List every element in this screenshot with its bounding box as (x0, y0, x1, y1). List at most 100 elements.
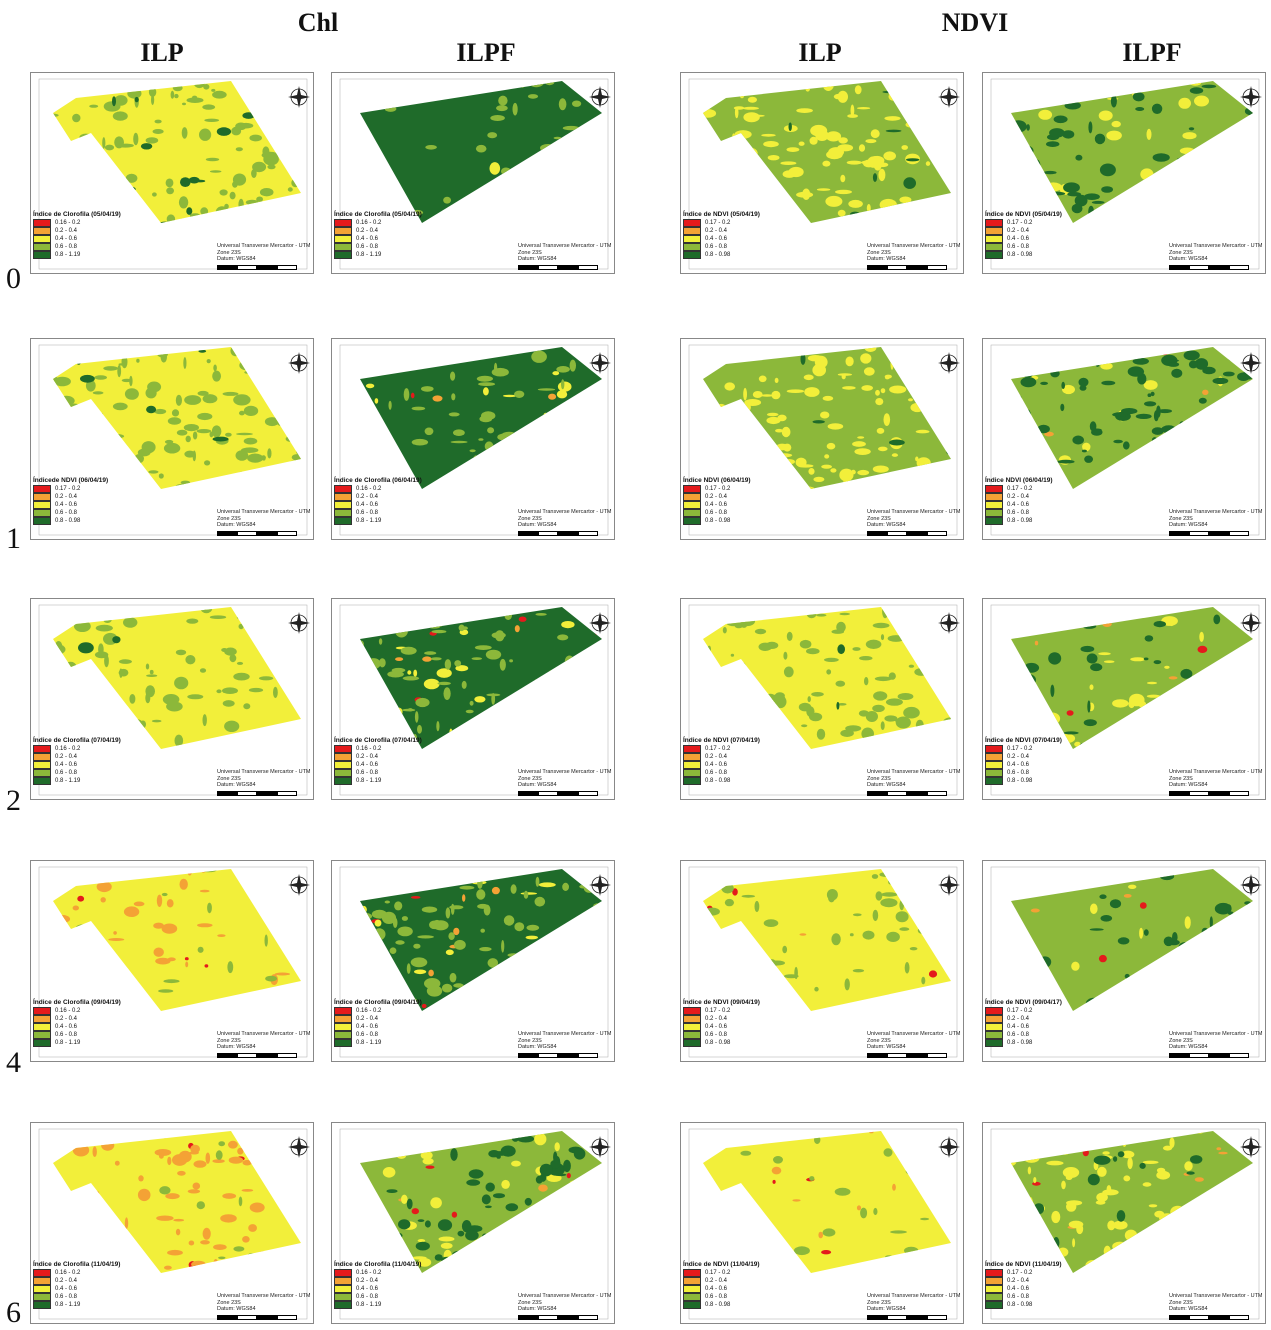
legend-item: 0.8 - 1.19 (33, 1301, 120, 1309)
legend-swatch (33, 493, 51, 501)
legend-swatch (334, 493, 352, 501)
legend-item: 0.17 - 0.2 (33, 485, 108, 493)
projection-line: Universal Transverse Mercartor - UTM (1169, 243, 1263, 249)
legend-item: 0.2 - 0.4 (683, 753, 760, 761)
legend-label: 0.8 - 0.98 (1007, 778, 1033, 784)
projection-line: Datum: WGS84 (867, 1306, 906, 1312)
header-chl-ilpf: ILPF (456, 38, 516, 67)
legend-swatch (334, 485, 352, 493)
legend-label: 0.4 - 0.6 (705, 762, 728, 768)
field-map (990, 1128, 1262, 1320)
legend-item: 0.4 - 0.6 (334, 501, 422, 509)
map-legend: Índice de Clorofila (11/04/19) 0.16 - 0.2… (33, 1261, 120, 1309)
legend-swatch (683, 1023, 701, 1031)
legend-label: 0.4 - 0.6 (705, 1024, 728, 1030)
projection-line: Datum: WGS84 (217, 1306, 256, 1312)
scale-bar (867, 791, 947, 796)
map-panel: Índice de Clorofila (09/04/19) 0.16 - 0.2… (331, 860, 615, 1062)
row-label: 1 (6, 522, 21, 555)
map-panel: Índice de Clorofila (07/04/19) 0.16 - 0.2… (331, 598, 615, 800)
legend-swatch (683, 1039, 701, 1047)
legend-item: 0.8 - 0.98 (33, 517, 108, 525)
legend-swatch (985, 235, 1003, 243)
legend-title: Índice NDVI (06/04/19) (683, 477, 751, 484)
legend-swatch (985, 509, 1003, 517)
legend-swatch (334, 1039, 352, 1047)
legend-swatch (985, 227, 1003, 235)
legend-item: 0.8 - 0.98 (985, 517, 1053, 525)
scale-bar (518, 791, 598, 796)
legend-swatch (33, 1015, 51, 1023)
legend-label: 0.6 - 0.8 (705, 244, 728, 250)
legend-item: 0.4 - 0.6 (683, 501, 751, 509)
legend-label: 0.4 - 0.6 (55, 1024, 78, 1030)
projection-line: Datum: WGS84 (518, 1306, 557, 1312)
projection-line: Zone 23S (1169, 1037, 1193, 1044)
legend-label: 0.6 - 0.8 (356, 1294, 379, 1300)
compass-icon (938, 86, 960, 108)
legend-swatch (334, 243, 352, 251)
row-label: 6 (6, 1296, 21, 1329)
projection-line: Datum: WGS84 (1169, 522, 1208, 528)
legend-label: 0.2 - 0.4 (55, 754, 78, 760)
legend-item: 0.6 - 0.8 (33, 1031, 121, 1039)
scale-bar (1169, 1315, 1249, 1320)
legend-item: 0.6 - 0.8 (683, 243, 760, 251)
legend-label: 0.17 - 0.2 (1007, 220, 1033, 226)
projection-line: Datum: WGS84 (867, 256, 906, 262)
legend-swatch (985, 243, 1003, 251)
legend-item: 0.8 - 1.19 (334, 777, 422, 785)
legend-item: 0.6 - 0.8 (33, 509, 108, 517)
field-map (688, 1128, 960, 1320)
projection-line: Zone 23S (217, 1037, 241, 1044)
row-label: 2 (6, 784, 21, 817)
legend-title: Índice de NDVI (07/04/19) (683, 737, 760, 744)
legend-item: 0.2 - 0.4 (334, 493, 422, 501)
legend-swatch (33, 1269, 51, 1277)
legend-swatch (334, 1023, 352, 1031)
legend-label: 0.2 - 0.4 (705, 1016, 728, 1022)
legend-swatch (985, 1039, 1003, 1047)
compass-icon (938, 874, 960, 896)
legend-item: 0.16 - 0.2 (334, 485, 422, 493)
projection-line: Datum: WGS84 (518, 522, 557, 528)
legend-swatch (334, 251, 352, 259)
projection-line: Zone 23S (518, 775, 542, 782)
legend-swatch (33, 1039, 51, 1047)
legend-label: 0.17 - 0.2 (705, 220, 731, 226)
legend-label: 0.16 - 0.2 (356, 220, 382, 226)
legend-item: 0.8 - 1.19 (334, 1301, 421, 1309)
legend-label: 0.4 - 0.6 (1007, 762, 1030, 768)
legend-swatch (683, 769, 701, 777)
legend-title: Índice de NDVI (07/04/19) (985, 737, 1062, 744)
legend-item: 0.6 - 0.8 (985, 509, 1053, 517)
legend-swatch (334, 1301, 352, 1309)
projection-info: Universal Transverse Mercartor - UTM Zone… (867, 1031, 961, 1051)
legend-swatch (683, 235, 701, 243)
legend-swatch (683, 227, 701, 235)
map-panel: Índicede NDVI (06/04/19) 0.17 - 0.2 0.2 - … (30, 338, 314, 540)
legend-swatch (334, 227, 352, 235)
compass-icon (288, 874, 310, 896)
projection-line: Universal Transverse Mercartor - UTM (217, 1293, 311, 1299)
legend-label: 0.8 - 1.19 (55, 1040, 81, 1046)
projection-line: Zone 23S (217, 515, 241, 522)
legend-label: 0.4 - 0.6 (356, 502, 379, 508)
legend-item: 0.17 - 0.2 (985, 1007, 1062, 1015)
legend-swatch (334, 501, 352, 509)
legend-item: 0.4 - 0.6 (985, 761, 1062, 769)
legend-swatch (985, 1285, 1003, 1293)
legend-swatch (683, 1015, 701, 1023)
legend-item: 0.4 - 0.6 (683, 1285, 760, 1293)
legend-swatch (683, 517, 701, 525)
legend-label: 0.6 - 0.8 (356, 1032, 379, 1038)
projection-info: Universal Transverse Mercartor - UTM Zone… (518, 509, 612, 529)
projection-info: Universal Transverse Mercartor - UTM Zone… (1169, 243, 1263, 263)
legend-label: 0.2 - 0.4 (356, 494, 379, 500)
map-legend: Índice de NDVI (11/04/19) 0.17 - 0.2 0.2 -… (985, 1261, 1062, 1309)
field-map (339, 866, 611, 1058)
projection-line: Zone 23S (518, 1299, 542, 1306)
legend-item: 0.2 - 0.4 (985, 493, 1053, 501)
legend-item: 0.4 - 0.6 (334, 235, 422, 243)
map-legend: Índice de Clorofila (07/04/19) 0.16 - 0.2… (334, 737, 422, 785)
